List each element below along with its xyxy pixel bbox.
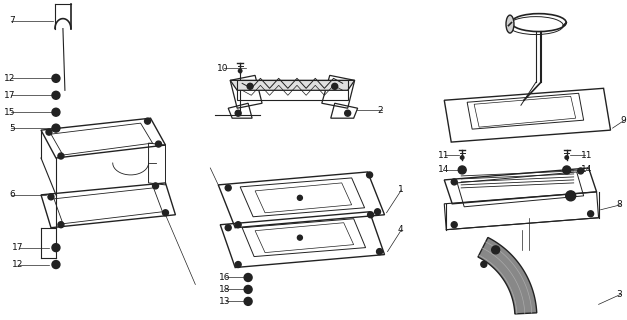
Circle shape — [374, 209, 381, 215]
Circle shape — [367, 212, 374, 218]
Text: 3: 3 — [616, 290, 622, 299]
Text: 4: 4 — [398, 225, 403, 234]
Circle shape — [451, 179, 457, 185]
Text: 14: 14 — [581, 165, 592, 174]
Circle shape — [577, 168, 584, 174]
Circle shape — [52, 124, 60, 132]
Polygon shape — [478, 237, 537, 314]
Circle shape — [332, 83, 338, 89]
Text: 15: 15 — [4, 108, 15, 117]
Circle shape — [377, 249, 382, 255]
Circle shape — [235, 222, 241, 228]
Circle shape — [244, 274, 252, 282]
Text: 17: 17 — [4, 91, 15, 100]
Text: 11: 11 — [438, 150, 449, 160]
Circle shape — [152, 183, 159, 189]
Text: 16: 16 — [219, 273, 230, 282]
Text: 6: 6 — [9, 190, 15, 199]
Text: 9: 9 — [621, 116, 626, 125]
Circle shape — [235, 110, 241, 116]
Circle shape — [52, 91, 60, 99]
Circle shape — [563, 166, 571, 174]
Text: 12: 12 — [4, 74, 15, 83]
Text: 5: 5 — [9, 124, 15, 132]
Circle shape — [492, 246, 500, 254]
Text: 13: 13 — [219, 297, 230, 306]
Circle shape — [565, 156, 569, 159]
Text: 8: 8 — [616, 200, 622, 209]
Circle shape — [58, 222, 64, 228]
Circle shape — [238, 69, 242, 73]
Text: 7: 7 — [9, 16, 15, 25]
Circle shape — [58, 153, 64, 159]
Text: 17: 17 — [11, 243, 23, 252]
Circle shape — [566, 191, 576, 201]
Circle shape — [451, 222, 457, 228]
Ellipse shape — [506, 15, 514, 33]
Circle shape — [155, 141, 162, 147]
Circle shape — [48, 194, 54, 200]
Text: 1: 1 — [398, 185, 403, 194]
Circle shape — [345, 110, 350, 116]
Circle shape — [587, 211, 594, 217]
Circle shape — [297, 195, 302, 200]
Circle shape — [162, 210, 169, 216]
Circle shape — [52, 260, 60, 268]
Circle shape — [297, 235, 302, 240]
Circle shape — [52, 108, 60, 116]
Circle shape — [225, 225, 231, 231]
Circle shape — [458, 166, 466, 174]
Circle shape — [247, 83, 253, 89]
Text: 2: 2 — [377, 106, 383, 115]
Circle shape — [225, 185, 231, 191]
Circle shape — [244, 297, 252, 305]
Polygon shape — [230, 80, 355, 90]
Text: 10: 10 — [217, 64, 228, 73]
Circle shape — [52, 244, 60, 252]
Circle shape — [244, 285, 252, 293]
Circle shape — [235, 261, 241, 268]
Circle shape — [145, 118, 150, 124]
Circle shape — [367, 172, 372, 178]
Text: 14: 14 — [438, 165, 449, 174]
Circle shape — [460, 156, 464, 159]
Text: 12: 12 — [12, 260, 23, 269]
Circle shape — [46, 129, 52, 135]
Text: 18: 18 — [219, 285, 230, 294]
Text: 11: 11 — [581, 150, 592, 160]
Circle shape — [52, 74, 60, 82]
Circle shape — [481, 261, 487, 267]
